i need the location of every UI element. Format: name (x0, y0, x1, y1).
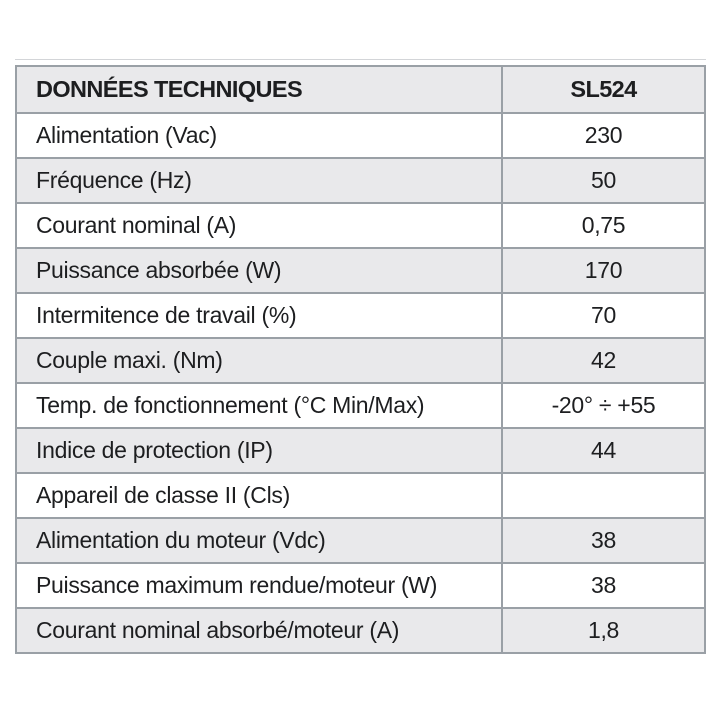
spec-value: 70 (501, 292, 706, 339)
spec-table: DONNÉES TECHNIQUES SL524 Alimentation (V… (15, 65, 706, 654)
spec-label: Intermitence de travail (%) (15, 292, 503, 339)
spec-value: 44 (501, 427, 706, 474)
spec-value (501, 472, 706, 519)
table-row: Alimentation du moteur (Vdc) 38 (15, 517, 706, 564)
spec-value: 42 (501, 337, 706, 384)
spec-label: Alimentation (Vac) (15, 112, 503, 159)
spec-label: Puissance absorbée (W) (15, 247, 503, 294)
table-row: Courant nominal absorbé/moteur (A) 1,8 (15, 607, 706, 654)
spec-label: Couple maxi. (Nm) (15, 337, 503, 384)
spec-value: 38 (501, 517, 706, 564)
spec-label: Courant nominal (A) (15, 202, 503, 249)
spec-value: -20° ÷ +55 (501, 382, 706, 429)
spec-label: Fréquence (Hz) (15, 157, 503, 204)
table-row: Appareil de classe II (Cls) (15, 472, 706, 519)
table-row: Temp. de fonctionnement (°C Min/Max) -20°… (15, 382, 706, 429)
spec-value: 230 (501, 112, 706, 159)
spec-label: Courant nominal absorbé/moteur (A) (15, 607, 503, 654)
table-row: Puissance absorbée (W) 170 (15, 247, 706, 294)
spec-value: 50 (501, 157, 706, 204)
spec-label: Alimentation du moteur (Vdc) (15, 517, 503, 564)
table-title: DONNÉES TECHNIQUES (15, 65, 503, 114)
table-row: Puissance maximum rendue/moteur (W) 38 (15, 562, 706, 609)
model-name: SL524 (501, 65, 706, 114)
spec-value: 170 (501, 247, 706, 294)
table-row: Intermitence de travail (%) 70 (15, 292, 706, 339)
table-row: Fréquence (Hz) 50 (15, 157, 706, 204)
spec-label: Puissance maximum rendue/moteur (W) (15, 562, 503, 609)
spec-label: Appareil de classe II (Cls) (15, 472, 503, 519)
table-header-row: DONNÉES TECHNIQUES SL524 (15, 65, 706, 114)
technical-data-table: DONNÉES TECHNIQUES SL524 Alimentation (V… (15, 59, 706, 654)
spec-value: 38 (501, 562, 706, 609)
spec-label: Indice de protection (IP) (15, 427, 503, 474)
table-row: Courant nominal (A) 0,75 (15, 202, 706, 249)
table-row: Indice de protection (IP) 44 (15, 427, 706, 474)
table-row: Alimentation (Vac) 230 (15, 112, 706, 159)
spec-value: 1,8 (501, 607, 706, 654)
spec-label: Temp. de fonctionnement (°C Min/Max) (15, 382, 503, 429)
table-row: Couple maxi. (Nm) 42 (15, 337, 706, 384)
spec-value: 0,75 (501, 202, 706, 249)
